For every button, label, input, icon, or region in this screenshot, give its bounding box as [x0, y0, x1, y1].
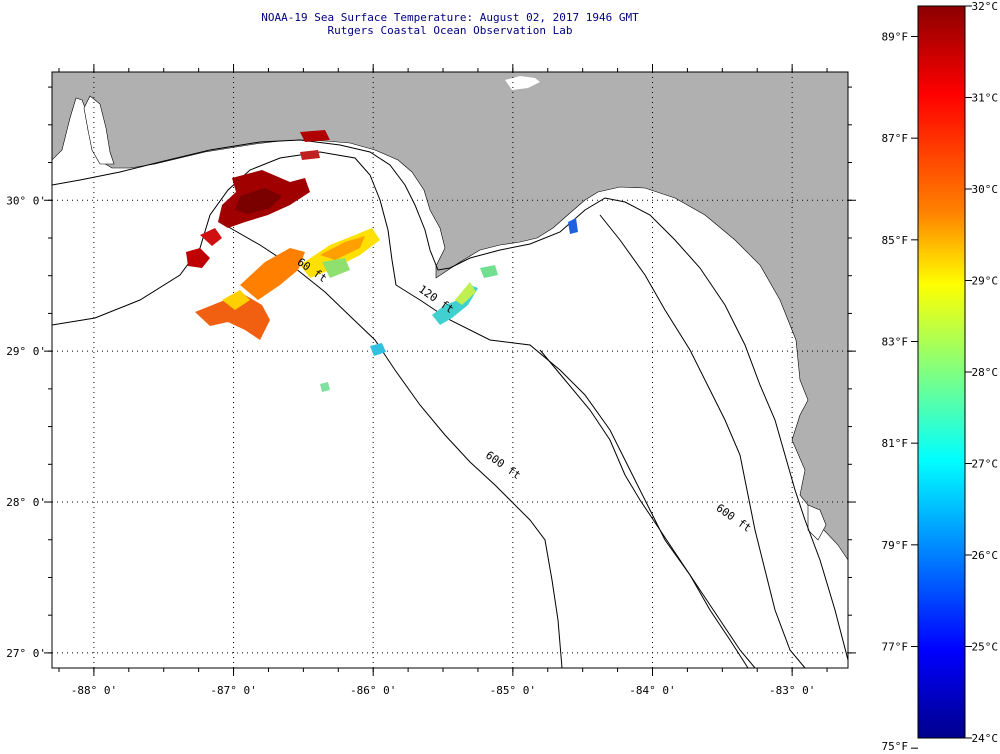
cb-label-c-7: 25°C	[972, 641, 999, 654]
cb-label-c-1: 31°C	[972, 92, 999, 105]
cb-label-f-5: 79°F	[882, 539, 909, 552]
sst-patch-blue-nearshore	[568, 218, 578, 234]
inland-lake	[505, 76, 540, 90]
sst-patch-orange-south	[195, 295, 270, 340]
sst-patch-orange-band	[320, 236, 365, 260]
lon-label-4: -84° 0'	[629, 684, 675, 697]
sst-patch-green-nearshore	[480, 265, 498, 278]
cb-label-c-0: 32°C	[972, 0, 999, 13]
land-mass	[52, 72, 848, 561]
sst-patch-red-west	[186, 248, 210, 268]
cb-label-f-3: 83°F	[882, 336, 909, 349]
sst-patch-yellow-south	[222, 290, 250, 310]
plot-frame	[51, 71, 849, 669]
cb-label-f-6: 77°F	[882, 641, 909, 654]
cb-label-f-7: 75°F	[882, 740, 909, 753]
lon-label-0: -88° 0'	[71, 684, 117, 697]
contour-shelf-edge	[599, 214, 806, 668]
lon-label-1: -87° 0'	[210, 684, 256, 697]
sst-patch-orange-central	[240, 248, 305, 300]
map-title-line-2: Rutgers Coastal Ocean Observation Lab	[327, 24, 573, 37]
colorbar-labels: 32°C 31°C 30°C 29°C 28°C 27°C 26°C 25°C 24°C 89°F…	[882, 0, 999, 753]
cb-label-c-5: 27°C	[972, 458, 999, 471]
lat-label-2: 28° 0'	[6, 496, 46, 509]
cb-label-f-0: 89°F	[882, 31, 909, 44]
cb-label-c-6: 26°C	[972, 549, 999, 562]
cb-label-c-4: 28°C	[972, 366, 999, 379]
sst-patch-nearshore-red	[300, 130, 330, 142]
colorbar-ticks	[911, 5, 972, 749]
latitude-labels: 30° 0' 29° 0' 28° 0' 27° 0'	[6, 194, 46, 660]
lat-label-1: 29° 0'	[6, 345, 46, 358]
lon-label-5: -83° 0'	[769, 684, 815, 697]
cb-label-f-1: 87°F	[882, 132, 909, 145]
sst-patches	[186, 130, 578, 392]
cb-label-c-8: 24°C	[972, 732, 999, 745]
sst-patch-nearshore-red-2	[300, 150, 320, 160]
sst-patch-yellowgreen-east	[455, 282, 476, 305]
tampa-bay	[807, 504, 827, 541]
sst-patch-hot-core	[235, 188, 282, 214]
longitude-labels: -88° 0' -87° 0' -86° 0' -85° 0' -84° 0' -83° …	[71, 684, 816, 697]
lat-label-3: 27° 0'	[6, 647, 46, 660]
contour-120ft	[52, 151, 749, 668]
lon-label-3: -85° 0'	[490, 684, 536, 697]
cb-label-c-2: 30°C	[972, 183, 999, 196]
mobile-bay	[83, 95, 115, 165]
contour-600ft	[224, 224, 563, 668]
axis-ticks	[44, 64, 856, 676]
lat-label-0: 30° 0'	[6, 194, 46, 207]
lon-label-2: -86° 0'	[350, 684, 396, 697]
cb-label-c-3: 29°C	[972, 275, 999, 288]
sst-patch-cyan-blob	[370, 343, 386, 356]
contour-deep-shelf	[539, 349, 756, 668]
map-title-line-1: NOAA-19 Sea Surface Temperature: August …	[261, 11, 639, 24]
cb-label-f-4: 81°F	[882, 437, 909, 450]
sst-patch-green-blob	[320, 382, 330, 392]
sst-patch-green-band	[322, 258, 350, 278]
contour-60ft	[52, 139, 848, 661]
colorbar	[917, 5, 966, 739]
sst-patch-red-mid	[200, 228, 222, 246]
cb-label-f-2: 85°F	[882, 234, 909, 247]
